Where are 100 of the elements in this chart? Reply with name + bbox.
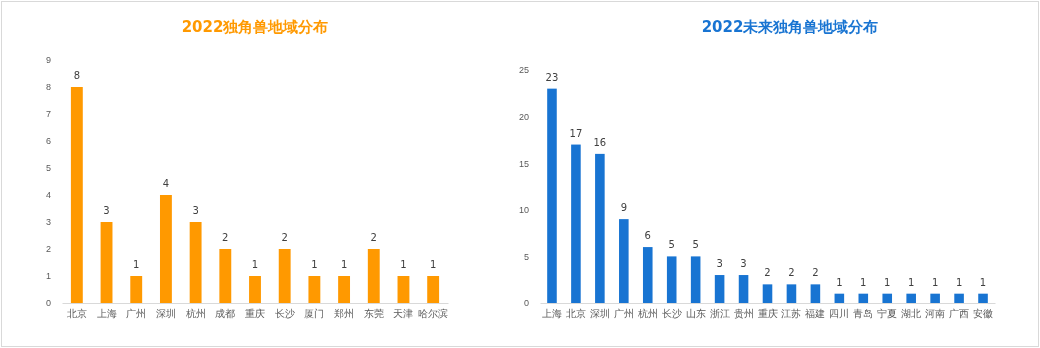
x-tick-label: 广西 — [949, 308, 970, 319]
x-tick-label: 江苏 — [781, 308, 802, 319]
x-tick-label: 山东 — [685, 308, 706, 319]
bar — [278, 249, 291, 303]
bar — [642, 247, 653, 303]
bar — [130, 276, 143, 303]
data-label: 1 — [931, 276, 939, 288]
y-tick-label: 25 — [518, 65, 529, 76]
bar — [338, 276, 351, 303]
bar — [219, 249, 232, 303]
bar — [159, 195, 172, 303]
data-label: 17 — [569, 127, 583, 139]
bar — [571, 144, 581, 303]
x-tick-label: 长沙 — [661, 308, 682, 319]
data-label: 3 — [716, 258, 723, 270]
bar — [595, 153, 605, 303]
bar — [786, 284, 797, 303]
bar — [100, 222, 113, 303]
data-label: 1 — [340, 259, 348, 270]
y-tick-label: 3 — [45, 217, 51, 228]
bar — [249, 276, 261, 303]
data-label: 2 — [281, 232, 288, 243]
bar — [834, 293, 845, 303]
bar — [882, 293, 893, 303]
data-label: 1 — [955, 276, 963, 288]
bar — [619, 219, 629, 303]
data-label: 16 — [593, 136, 607, 148]
data-label: 2 — [370, 232, 377, 243]
x-tick-label: 北京 — [66, 308, 87, 319]
bar — [666, 256, 677, 303]
bar — [714, 275, 725, 303]
x-tick-label: 广州 — [126, 308, 147, 319]
data-label: 2 — [764, 267, 771, 279]
data-label: 1 — [311, 259, 318, 270]
data-label: 6 — [644, 230, 651, 242]
bar — [954, 293, 964, 303]
y-tick-label: 15 — [518, 158, 529, 169]
bar — [427, 276, 440, 303]
data-label: 4 — [162, 178, 170, 189]
x-tick-label: 上海 — [96, 308, 117, 319]
x-tick-label: 青岛 — [853, 308, 874, 319]
data-label: 9 — [620, 202, 627, 214]
y-tick-label: 2 — [45, 244, 51, 255]
data-label: 1 — [979, 276, 987, 288]
y-tick-label: 7 — [45, 109, 51, 120]
x-tick-label: 河南 — [925, 308, 946, 319]
y-tick-label: 1 — [45, 271, 51, 282]
chart-title: 2022独角兽地域分布 — [181, 18, 329, 36]
data-label: 1 — [836, 276, 843, 288]
y-tick-label: 4 — [45, 190, 51, 201]
y-tick-label: 6 — [45, 136, 51, 147]
x-tick-label: 湖北 — [901, 308, 922, 319]
bar — [978, 293, 988, 303]
x-tick-label: 杭州 — [636, 308, 658, 319]
x-tick-label: 郑州 — [334, 308, 355, 319]
x-tick-label: 深圳 — [155, 308, 176, 319]
data-label: 3 — [740, 258, 747, 270]
bar — [367, 249, 380, 303]
bar — [762, 284, 773, 303]
chart-title: 2022未来独角兽地域分布 — [701, 18, 879, 36]
data-label: 8 — [73, 70, 81, 81]
data-label: 1 — [884, 276, 891, 288]
bar — [308, 276, 321, 303]
y-tick-label: 8 — [45, 82, 51, 93]
data-label: 2 — [812, 267, 819, 279]
data-label: 5 — [692, 239, 699, 251]
x-tick-label: 东莞 — [363, 308, 384, 319]
y-tick-label: 5 — [45, 163, 51, 174]
y-tick-label: 20 — [518, 111, 529, 122]
x-tick-label: 重庆 — [757, 308, 778, 319]
data-label: 1 — [400, 259, 407, 270]
data-label: 1 — [251, 259, 259, 270]
x-tick-label: 安徽 — [973, 308, 994, 319]
x-tick-label: 长沙 — [274, 308, 295, 319]
data-label: 1 — [429, 259, 437, 270]
data-label: 1 — [860, 276, 867, 288]
bar — [906, 293, 916, 303]
bar — [858, 293, 869, 303]
bar — [547, 88, 557, 303]
x-tick-label: 厦门 — [304, 308, 325, 319]
x-tick-label: 深圳 — [589, 308, 610, 319]
bar — [738, 275, 749, 303]
y-tick-label: 0 — [523, 298, 529, 309]
data-label: 2 — [222, 232, 229, 243]
y-tick-label: 10 — [518, 205, 529, 216]
data-label: 1 — [133, 259, 140, 270]
x-tick-label: 北京 — [565, 308, 586, 319]
x-tick-label: 广州 — [613, 308, 634, 319]
x-tick-label: 贵州 — [733, 308, 754, 319]
x-tick-label: 重庆 — [245, 308, 265, 319]
x-tick-label: 四川 — [829, 308, 850, 319]
bar — [189, 222, 202, 303]
data-label: 3 — [192, 205, 199, 216]
y-tick-label: 9 — [45, 55, 51, 66]
x-tick-label: 杭州 — [184, 308, 206, 319]
bar — [397, 276, 410, 303]
bar — [690, 256, 701, 303]
x-tick-label: 哈尔滨 — [418, 308, 449, 319]
data-label: 5 — [668, 239, 675, 251]
x-tick-label: 福建 — [805, 308, 826, 319]
